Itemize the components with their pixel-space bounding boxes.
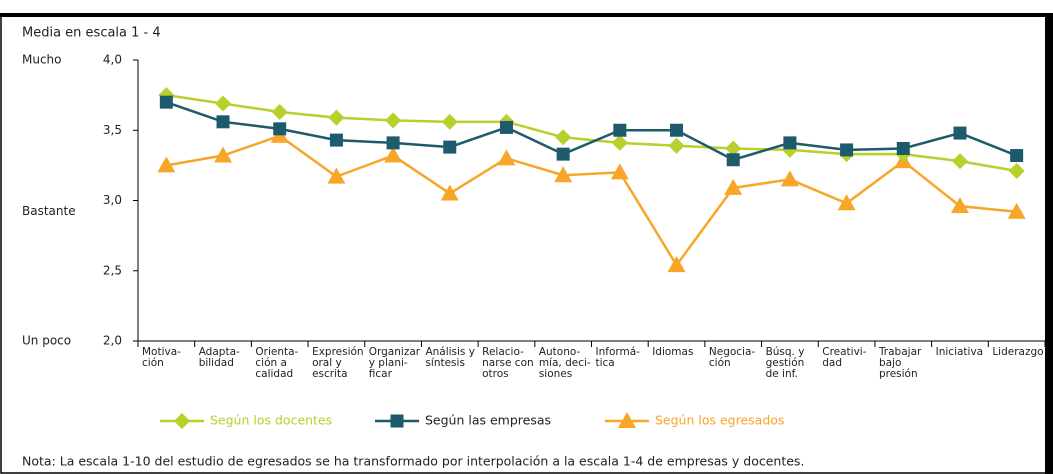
legend-label: Según los docentes: [210, 413, 332, 428]
x-tick-label: Informá- tica: [595, 346, 640, 369]
x-tick-label: Orienta- ción a calidad: [255, 346, 299, 380]
point: [611, 134, 628, 151]
point: [159, 95, 173, 109]
point: [556, 147, 570, 161]
point: [157, 156, 176, 173]
legend-label: Según los egresados: [655, 413, 784, 428]
point: [780, 170, 799, 187]
point: [1007, 202, 1026, 219]
point: [385, 112, 402, 129]
point: [215, 95, 232, 112]
x-tick-label: Relacio- narse con otros: [482, 346, 534, 380]
point: [273, 122, 287, 136]
point: [667, 256, 686, 273]
x-tick-label: Liderazgo: [992, 346, 1044, 358]
frame: [0, 14, 1048, 474]
y-annotation: Un poco: [22, 334, 71, 348]
point: [499, 120, 513, 134]
x-tick-label: Iniciativa: [935, 346, 984, 358]
x-tick-label: Búsq. y gestión de inf.: [765, 346, 805, 380]
legend-marker: [174, 413, 190, 429]
frame-top: [0, 13, 1053, 17]
legend-marker: [618, 412, 636, 428]
series-line: [166, 93, 1017, 173]
legend-label: Según las empresas: [425, 413, 551, 428]
point: [328, 109, 345, 126]
point: [327, 167, 346, 184]
point: [497, 149, 516, 166]
y-tick-label: 2,5: [103, 263, 122, 277]
point: [214, 146, 233, 163]
y-tick-label: 3,0: [103, 193, 122, 207]
point: [1008, 162, 1025, 179]
x-tick-label: Análisis y síntesis: [425, 346, 475, 369]
x-tick-label: Organizar y plani- ficar: [368, 346, 421, 380]
point: [440, 184, 459, 201]
point: [668, 137, 685, 154]
point: [329, 133, 343, 147]
x-tick-label: Adapta- bilidad: [198, 346, 240, 369]
x-tick-label: Negocia- ción: [708, 346, 756, 369]
point: [216, 115, 230, 129]
point: [951, 153, 968, 170]
point: [386, 136, 400, 150]
point: [725, 140, 742, 157]
point: [726, 153, 740, 167]
y-tick-label: 4,0: [103, 53, 122, 67]
point: [555, 129, 572, 146]
x-tick-label: Motiva- ción: [142, 346, 181, 369]
note: Nota: La escala 1-10 del estudio de egre…: [22, 454, 804, 469]
point: [613, 123, 627, 137]
point: [443, 140, 457, 154]
point: [896, 142, 910, 156]
point: [441, 113, 458, 130]
x-tick-label: Idiomas: [652, 346, 694, 358]
series-line: [166, 134, 1017, 268]
legend-marker: [390, 414, 404, 428]
point: [950, 197, 969, 214]
x-tick-label: Trabajar bajo presión: [878, 346, 922, 380]
x-tick-label: Expresión oral y escrita: [312, 346, 364, 380]
point: [610, 163, 629, 180]
point: [840, 143, 854, 157]
frame-right: [1045, 13, 1053, 474]
point: [724, 178, 743, 195]
point: [384, 146, 403, 163]
y-annotation: Mucho: [22, 53, 62, 67]
point: [554, 166, 573, 183]
point: [1010, 149, 1024, 163]
point: [783, 136, 797, 150]
chart-title: Media en escala 1 - 4: [22, 26, 161, 41]
point: [271, 103, 288, 120]
point: [953, 126, 967, 140]
series-line: [165, 100, 1018, 162]
y-tick-label: 3,5: [103, 123, 122, 137]
point: [670, 123, 684, 137]
point: [837, 194, 856, 211]
x-tick-label: Creativi- dad: [822, 346, 867, 369]
y-annotation: Bastante: [22, 204, 76, 218]
x-tick-label: Autono- mía, deci- siones: [538, 346, 591, 380]
y-tick-label: 2,0: [103, 334, 122, 348]
